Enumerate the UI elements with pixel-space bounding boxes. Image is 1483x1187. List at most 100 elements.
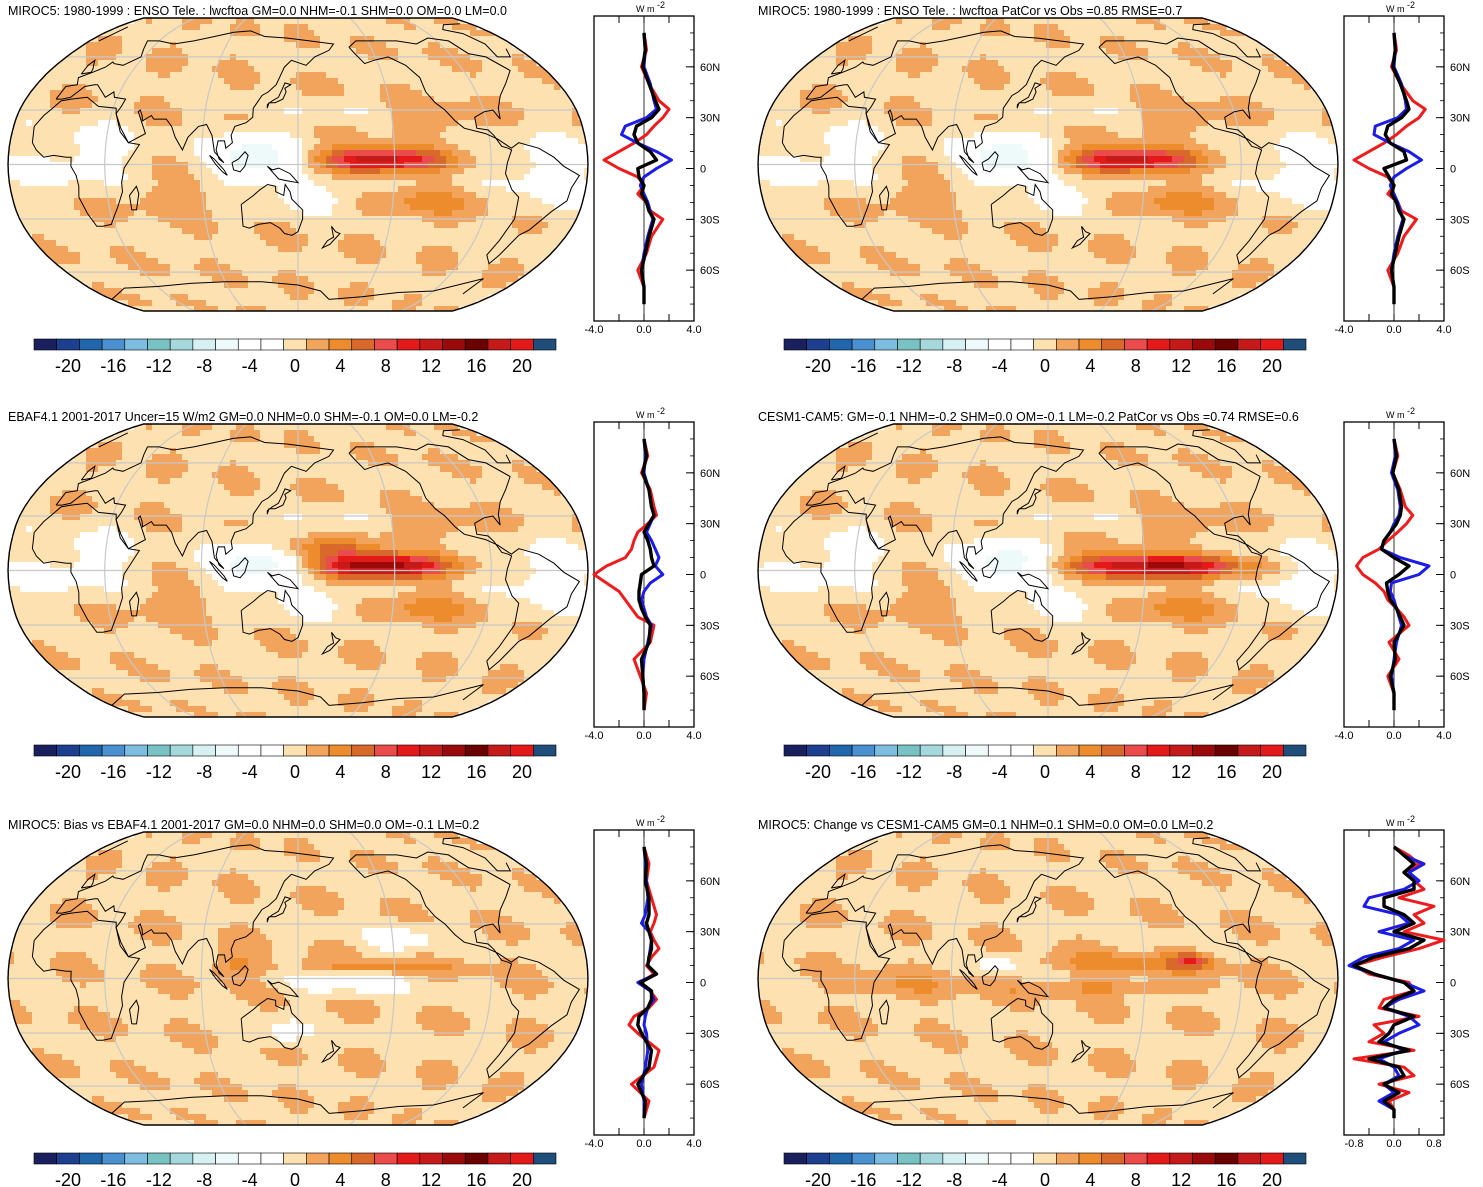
colorbar-box: [192, 338, 216, 351]
colorbar-tick-label: -4: [992, 762, 1008, 782]
coastline-antarctica: [861, 1092, 1234, 1114]
x-tick-label: -4.0: [1335, 730, 1354, 742]
unit-label: W m: [636, 410, 655, 420]
zonal-series-black: [637, 438, 656, 711]
colorbar-box: [1033, 1152, 1057, 1165]
colorbar-box: [147, 1152, 171, 1165]
colorbar-box: [396, 1152, 421, 1165]
colorbar-box: [874, 744, 898, 757]
colorbar-box: [1146, 338, 1171, 351]
colorbar-tick-label: -12: [146, 1170, 172, 1187]
panel-title: EBAF4.1 2001-2017 Uncer=15 W/m2 GM=0.0 N…: [8, 410, 478, 424]
lat-tick-label: 30S: [1450, 1028, 1470, 1040]
coastline-greenland: [98, 23, 512, 58]
colorbar-tick-label: 20: [1262, 762, 1282, 782]
colorbar-box: [169, 338, 194, 351]
coastline-australia: [990, 997, 1054, 1050]
coastlines: [31, 23, 581, 300]
colorbar-box: [1033, 744, 1057, 757]
coastline-borneo: [231, 557, 249, 579]
colorbar-box: [1010, 744, 1034, 757]
colorbar-box: [874, 1152, 898, 1165]
colorbar-box: [1192, 338, 1216, 351]
unit-label: W m: [636, 4, 655, 14]
colorbar-box: [328, 338, 353, 351]
colorbar-box: [1078, 1152, 1103, 1165]
colorbar-tick-label: -20: [805, 762, 831, 782]
colorbar-box: [1169, 1152, 1193, 1165]
colorbar-box: [1124, 1152, 1148, 1165]
colorbar-box: [124, 1152, 148, 1165]
colorbar-box: [464, 1152, 489, 1165]
coastline-americas: [348, 443, 581, 671]
coastlines: [781, 429, 1331, 706]
coastline-greenland: [98, 837, 512, 872]
colorbar-tick-label: 8: [1131, 762, 1141, 782]
x-tick-label: 0.8: [1426, 1138, 1441, 1150]
colorbar-box: [806, 338, 830, 351]
colorbar-tick-label: 12: [421, 356, 441, 376]
x-tick-label: -4.0: [585, 324, 604, 336]
coastline-antarctica: [111, 684, 484, 706]
colorbar-tick-label: -4: [242, 356, 258, 376]
lat-tick-label: 30S: [700, 620, 720, 632]
colorbar-box: [1010, 1152, 1034, 1165]
colorbar-box: [396, 338, 421, 351]
colorbar-box: [192, 1152, 216, 1165]
colorbar-tick-label: 8: [1131, 1170, 1141, 1187]
coastline-greenland: [848, 429, 1262, 464]
lat-tick-label: 60N: [1450, 62, 1470, 74]
map-field: [8, 424, 588, 717]
colorbar-box: [351, 1152, 375, 1165]
coastline-japan: [1016, 488, 1042, 515]
coastline-uk: [80, 465, 96, 481]
zonal-series-black: [1382, 32, 1411, 305]
x-tick-label: 0.0: [1386, 1138, 1401, 1150]
coastline-borneo: [231, 151, 249, 173]
lat-tick-label: 60S: [1450, 265, 1470, 277]
colorbar-box: [56, 744, 80, 757]
colorbar-box: [419, 338, 443, 351]
x-tick-label: 0.0: [1386, 324, 1401, 336]
colorbar-box: [237, 744, 262, 757]
colorbar-tick-label: 16: [467, 356, 487, 376]
colorbar-box: [874, 338, 898, 351]
colorbar-box: [965, 1152, 989, 1165]
colorbar-box: [260, 338, 284, 351]
zonal-series-black: [632, 32, 661, 305]
coastline-borneo: [981, 965, 999, 987]
coastline-madagascar: [878, 999, 890, 1025]
colorbar-tick-label: 20: [512, 762, 532, 782]
colorbar-box: [1237, 744, 1261, 757]
colorbar-tick-label: 0: [290, 356, 300, 376]
colorbar-tick-label: 20: [512, 1170, 532, 1187]
colorbar-tick-label: -20: [55, 1170, 81, 1187]
map-field: [758, 832, 1338, 1125]
coastline-japan: [266, 82, 292, 109]
x-tick-label: 4.0: [686, 1138, 701, 1150]
colorbar-box: [237, 1152, 262, 1165]
colorbar-box: [1078, 338, 1103, 351]
coastline-borneo: [981, 557, 999, 579]
colorbar-box: [147, 338, 171, 351]
lat-tick-label: 0: [1450, 164, 1456, 176]
unit-exponent: -2: [1407, 814, 1415, 824]
colorbar-box: [260, 744, 284, 757]
colorbar-box: [419, 744, 443, 757]
colorbar-box: [464, 744, 489, 757]
colorbar-tick-label: -16: [850, 762, 876, 782]
map-border: [757, 17, 1339, 312]
lat-tick-label: 30N: [1450, 927, 1470, 939]
colorbar-box: [260, 1152, 284, 1165]
coastline-africa: [31, 502, 141, 633]
colorbar-box: [1260, 744, 1284, 757]
lat-tick-label: 30S: [1450, 620, 1470, 632]
colorbar-box: [1283, 338, 1307, 351]
panel-5: MIROC5: Bias vs EBAF4.1 2001-2017 GM=0.0…: [7, 814, 720, 1187]
colorbar-tick-label: 16: [467, 1170, 487, 1187]
colorbar-tick-label: -12: [896, 356, 922, 376]
colorbar-box: [328, 744, 353, 757]
coastline-nz: [320, 631, 341, 656]
coastline-africa: [781, 502, 891, 633]
